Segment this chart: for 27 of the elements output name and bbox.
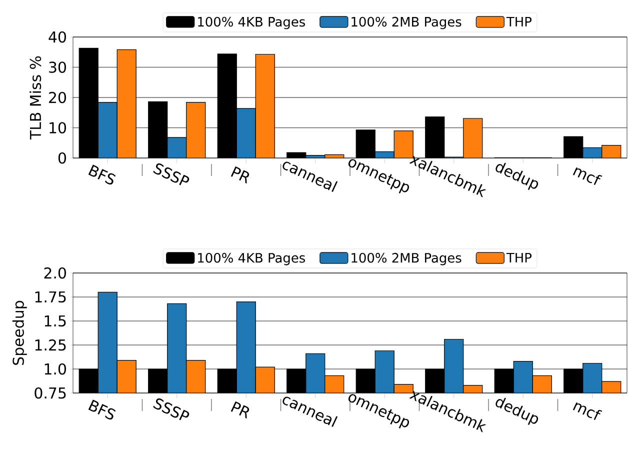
- x-tick-label: PR: [230, 166, 250, 184]
- y-tick-label: 0: [58, 152, 66, 164]
- legend-label: 100% 2MB Pages: [352, 252, 462, 266]
- legend-label: 100% 4KB Pages: [198, 252, 305, 266]
- y-tick-label: 40: [48, 31, 66, 43]
- y-axis-title: Speedup: [12, 300, 27, 365]
- x-tick-label: BFS: [88, 400, 116, 420]
- legend-label: THP: [506, 16, 532, 26]
- y-axis-title: TLB Miss %: [30, 56, 42, 140]
- y-tick-label: 30: [49, 62, 66, 73]
- legend-label: THP: [506, 252, 532, 262]
- y-tick-label: 10: [50, 122, 66, 134]
- x-tick-label: mcf: [572, 167, 602, 186]
- x-tick-label: SSSP: [153, 398, 190, 420]
- y-tick-label: 1.5: [44, 315, 66, 327]
- x-tick-label: mcf: [572, 402, 602, 420]
- y-tick-label: 2.0: [44, 267, 66, 279]
- y-tick-label: 20: [49, 92, 66, 104]
- legend-label: 100% 4KB Pages: [198, 16, 305, 30]
- x-tick-label: SSSP: [153, 163, 190, 186]
- y-tick-label: 1.25: [35, 339, 66, 351]
- y-tick-label: 1.0: [44, 363, 66, 375]
- x-tick-label: PR: [230, 401, 250, 419]
- y-tick-label: 0.75: [34, 387, 66, 399]
- x-tick-label: BFS: [88, 164, 116, 185]
- y-tick-label: 1.75: [35, 291, 66, 303]
- legend-label: 100% 2MB Pages: [352, 16, 462, 30]
